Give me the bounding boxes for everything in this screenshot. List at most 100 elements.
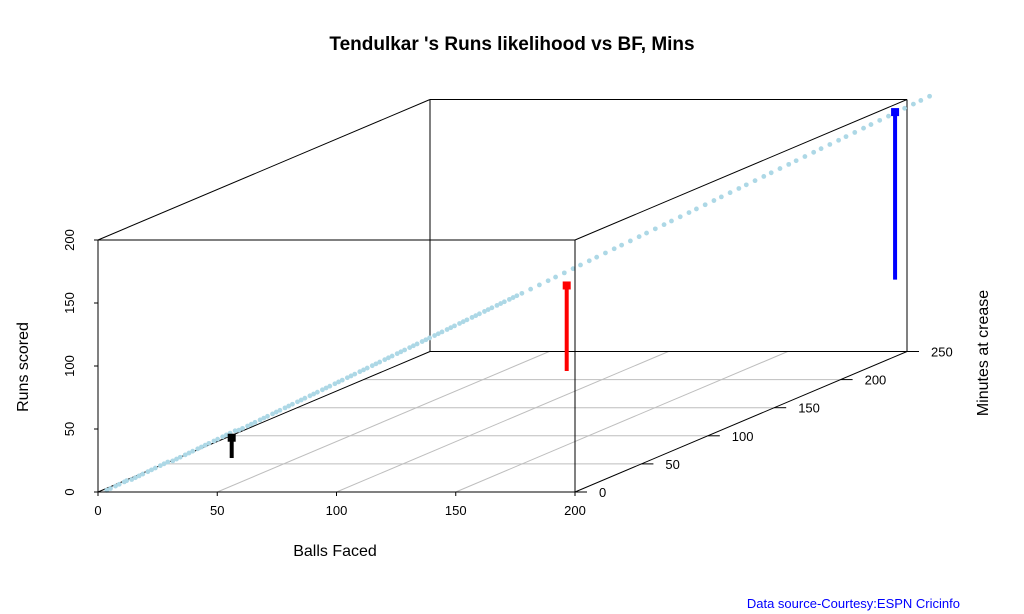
data-point (302, 395, 308, 401)
data-point (811, 149, 817, 155)
data-point (311, 391, 317, 397)
data-point (170, 458, 176, 464)
plot-box (97, 99, 908, 493)
data-point (177, 454, 183, 460)
data-point (619, 242, 625, 248)
highlight-marker (891, 108, 900, 117)
data-point (498, 301, 504, 306)
data-point (482, 309, 487, 314)
data-point (215, 436, 221, 442)
data-point (886, 113, 891, 119)
data-point (386, 355, 391, 361)
data-point (661, 222, 667, 228)
highlight-marker (227, 433, 236, 442)
data-point (877, 117, 883, 123)
data-point (460, 319, 466, 325)
data-point (352, 371, 358, 377)
data-point (702, 202, 708, 208)
chart-title: Tendulkar 's Runs likelihood vs BF, Mins (329, 34, 694, 55)
data-point (320, 387, 325, 393)
floor-grid (164, 351, 841, 493)
data-point (439, 329, 445, 335)
data-point (357, 369, 363, 375)
data-point (489, 305, 495, 311)
y-tick-label: 200 (865, 373, 887, 388)
data-point (344, 375, 350, 381)
data-point (336, 379, 341, 385)
grid-line (217, 351, 550, 493)
data-point (290, 401, 295, 407)
data-point (157, 463, 163, 469)
data-point (195, 446, 201, 452)
data-point (339, 377, 345, 383)
data-point (298, 397, 304, 403)
data-point (273, 409, 279, 415)
y-tick-label: 250 (931, 345, 953, 360)
data-point (423, 337, 429, 343)
data-point (361, 367, 366, 373)
data-point (494, 303, 500, 308)
data-point (435, 331, 441, 337)
z-tick-label: 0 (62, 488, 77, 495)
data-point (414, 341, 420, 347)
axes: 0 50 100 150 200 0 50 100 150 200 0 50 100 150 200 250 (62, 229, 953, 518)
data-point (277, 407, 283, 413)
data-point (802, 154, 808, 159)
data-point (261, 415, 267, 421)
data-point (265, 413, 270, 419)
data-point (419, 339, 425, 344)
data-point (761, 174, 767, 179)
data-point (332, 381, 338, 387)
data-point (236, 427, 242, 433)
data-point (190, 448, 196, 454)
data-points (104, 93, 932, 493)
highlight-stems (227, 108, 900, 459)
data-point (636, 234, 642, 240)
data-point (327, 383, 333, 389)
data-point (669, 218, 674, 224)
data-point (410, 343, 416, 349)
z-tick-label: 200 (62, 229, 77, 251)
x-tick-label: 150 (445, 503, 467, 518)
z-axis-label: Runs scored (15, 322, 32, 412)
data-point (843, 134, 849, 140)
data-point (348, 373, 354, 379)
box-edge (574, 99, 908, 241)
data-point (182, 452, 188, 458)
data-point (202, 442, 208, 448)
data-point (711, 198, 717, 203)
data-point (457, 321, 462, 326)
data-point (910, 101, 916, 107)
data-point (149, 467, 154, 473)
y-axis-label: Minutes at crease (975, 290, 992, 416)
z-tick-label: 150 (62, 292, 77, 314)
data-point (282, 405, 288, 411)
data-point (852, 130, 858, 135)
data-point (473, 313, 479, 319)
x-tick-label: 100 (326, 503, 348, 518)
data-point (861, 125, 866, 131)
data-point (501, 299, 507, 305)
data-point (108, 486, 113, 491)
data-point (136, 473, 142, 479)
data-point (257, 417, 263, 423)
data-point (248, 421, 254, 427)
box-edge (97, 99, 431, 241)
data-point (206, 440, 212, 446)
data-point (485, 307, 491, 313)
data-point (786, 161, 792, 167)
data-point (152, 465, 158, 471)
data-point (927, 93, 932, 99)
data-point (307, 393, 313, 399)
data-point (586, 258, 592, 264)
data-point (777, 166, 783, 171)
data-point (427, 335, 432, 341)
data-point (220, 434, 226, 440)
plot-box-front (97, 239, 908, 493)
y-tick-label: 0 (599, 485, 606, 500)
data-point (377, 359, 383, 365)
data-point (743, 182, 749, 188)
source-note: Data source-Courtesy:ESPN Cricinfo (747, 596, 960, 611)
data-point (382, 357, 388, 363)
